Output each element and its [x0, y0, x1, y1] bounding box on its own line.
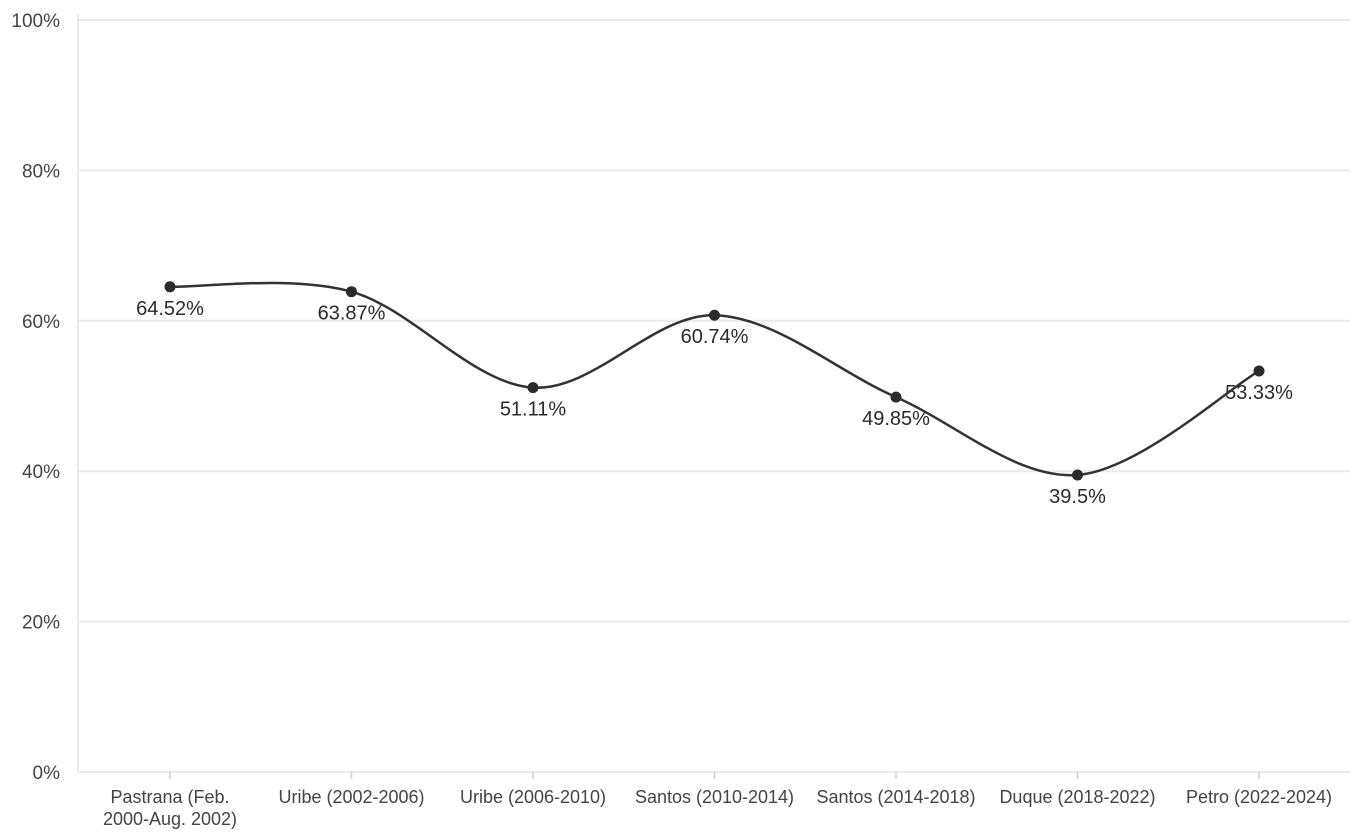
y-tick-label: 100% — [11, 11, 60, 32]
x-tick-label: Pastrana (Feb. 2000-Aug. 2002) — [103, 787, 237, 829]
data-point — [1253, 365, 1265, 377]
data-label: 39.5% — [1049, 486, 1106, 508]
y-tick-label: 40% — [22, 462, 60, 483]
gridlines — [78, 19, 1350, 773]
x-tick-label: Uribe (2002-2006) — [278, 787, 424, 807]
x-tick-label: Uribe (2006-2010) — [460, 787, 606, 807]
data-label: 49.85% — [862, 408, 930, 430]
data-label: 51.11% — [500, 399, 567, 421]
y-tick-label: 80% — [22, 161, 60, 182]
x-tick-labels: Pastrana (Feb. 2000-Aug. 2002) Uribe (2002… — [103, 787, 1332, 829]
y-tick-labels: 0% 20% 40% 60% 80% 100% — [11, 11, 60, 784]
data-label: 60.74% — [681, 326, 749, 348]
data-points — [164, 281, 1265, 481]
y-tick-label: 60% — [22, 312, 60, 333]
data-point — [164, 281, 176, 293]
data-point — [346, 286, 357, 298]
x-tick-label: Santos (2014-2018) — [816, 787, 975, 807]
data-point — [709, 309, 720, 321]
data-label: 53.33% — [1225, 382, 1293, 404]
data-point — [527, 382, 539, 394]
x-tick-label: Santos (2010-2014) — [635, 787, 794, 807]
data-label: 63.87% — [318, 303, 386, 325]
y-tick-label: 20% — [22, 613, 60, 634]
x-tick-label: Duque (2018-2022) — [999, 787, 1155, 807]
data-labels: 64.52% 63.87% 51.11% 60.74% 49.85% 39.5% 53.33… — [136, 298, 1293, 508]
data-label: 64.52% — [136, 298, 204, 320]
data-point — [890, 391, 902, 403]
data-point — [1072, 469, 1083, 481]
axes — [77, 14, 1260, 779]
y-tick-label: 0% — [33, 763, 61, 784]
x-tick-label: Petro (2022-2024) — [1186, 787, 1332, 807]
